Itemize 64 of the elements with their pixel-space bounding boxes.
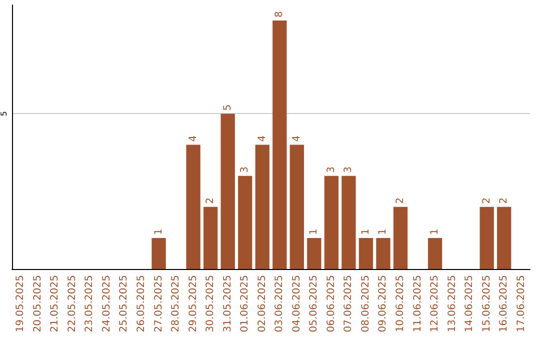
x-tick-label: 28.05.2025 (170, 275, 182, 332)
x-tick-label: 12.06.2025 (430, 275, 441, 332)
x-tick-label: 25.05.2025 (118, 275, 130, 332)
data-label: 3 (343, 166, 354, 173)
data-label: 8 (274, 11, 286, 18)
x-tick-label: 07.06.2025 (343, 275, 354, 332)
bar (480, 206, 494, 269)
bar (203, 206, 218, 269)
bar (376, 238, 390, 269)
x-tick-label: 29.05.2025 (188, 275, 199, 332)
data-label: 1 (153, 228, 164, 235)
data-label: 3 (326, 166, 337, 173)
x-tick-label: 21.05.2025 (50, 275, 61, 332)
x-tick-label: 17.06.2025 (516, 275, 527, 332)
data-label: 3 (240, 166, 251, 173)
data-label: 1 (430, 228, 441, 235)
x-tick-label: 24.05.2025 (101, 275, 112, 332)
x-tick-label: 31.05.2025 (222, 275, 234, 332)
bar (290, 144, 304, 269)
x-tick-label: 26.05.2025 (136, 275, 147, 332)
x-tick-label: 22.05.2025 (66, 275, 78, 332)
x-tick-label: 11.06.2025 (412, 275, 424, 332)
data-label: 4 (188, 135, 199, 142)
data-label: 2 (395, 198, 406, 204)
x-tick-label: 20.05.2025 (32, 275, 44, 332)
data-label: 4 (256, 135, 268, 142)
x-tick-label: 04.06.2025 (291, 275, 302, 332)
bar (152, 238, 166, 269)
bar (307, 238, 322, 269)
data-label: 2 (481, 198, 492, 204)
bar (342, 176, 356, 269)
data-label: 1 (360, 228, 372, 235)
x-tick-label: 03.06.2025 (274, 275, 286, 332)
x-tick-label: 19.05.2025 (15, 275, 26, 332)
data-label: 1 (378, 228, 389, 235)
x-tick-label: 01.06.2025 (240, 275, 251, 332)
bar (238, 176, 252, 269)
bar (186, 144, 200, 269)
data-label: 1 (308, 228, 320, 235)
bar (255, 144, 270, 269)
bar (358, 238, 374, 269)
x-tick-label: 15.06.2025 (481, 275, 492, 332)
bar (393, 206, 408, 269)
x-tick-label: 02.06.2025 (256, 275, 268, 332)
data-label: 2 (205, 198, 216, 204)
x-tick-label: 05.06.2025 (308, 275, 320, 332)
x-tick-label: 09.06.2025 (378, 275, 389, 332)
x-tick-label: 13.06.2025 (446, 275, 458, 332)
bar (497, 206, 512, 269)
bar (272, 20, 287, 269)
data-label: 2 (498, 198, 510, 204)
x-tick-label: 27.05.2025 (153, 275, 164, 332)
bar (324, 176, 339, 269)
x-tick-label: 10.06.2025 (395, 275, 406, 332)
data-label: 4 (291, 135, 302, 142)
bar (428, 238, 442, 269)
x-tick-label: 30.05.2025 (205, 275, 216, 332)
x-tick-label: 06.06.2025 (326, 275, 337, 332)
x-tick-label: 14.06.2025 (464, 275, 476, 332)
data-label: 5 (222, 104, 234, 111)
x-tick-label: 23.05.2025 (84, 275, 96, 332)
x-tick-label: 16.06.2025 (498, 275, 510, 332)
x-tick-label: 08.06.2025 (360, 275, 372, 332)
bar (220, 114, 235, 269)
